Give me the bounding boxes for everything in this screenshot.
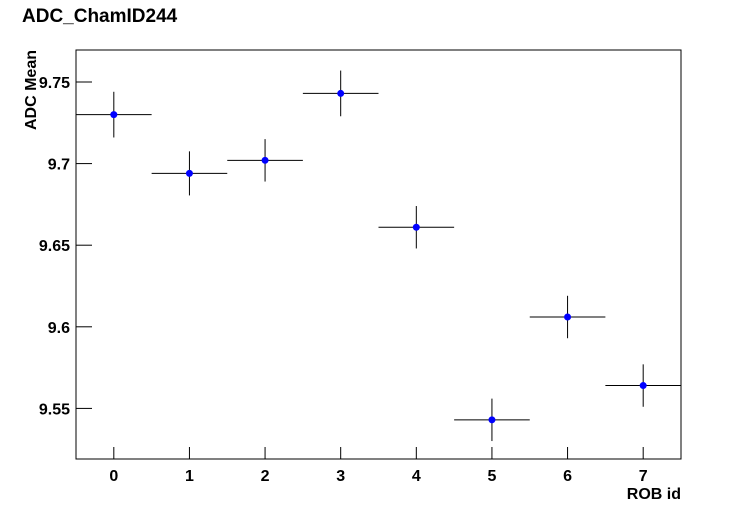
marker [261,156,269,164]
y-axis-label: ADC Mean [23,50,40,130]
y-tick-label: 9.65 [39,238,70,255]
marker [639,382,647,390]
x-axis-label: ROB id [627,486,681,503]
x-tick-label: 7 [639,468,648,485]
y-tick-label: 9.75 [39,75,70,92]
y-tick-label: 9.7 [48,157,70,174]
marker [337,89,345,97]
x-tick-label: 6 [563,468,572,485]
marker [412,223,420,231]
x-tick-label: 3 [336,468,345,485]
marker [110,111,118,119]
chart-title: ADC_ChamID244 [22,6,178,27]
marker [488,416,496,424]
y-tick-label: 9.55 [39,401,70,418]
x-tick-label: 0 [109,468,118,485]
marker [564,313,572,321]
frame [75,49,682,460]
x-tick-label: 1 [185,468,194,485]
x-tick-label: 5 [487,468,496,485]
marker [185,169,193,177]
x-tick-label: 4 [412,468,421,485]
y-tick-label: 9.6 [48,320,70,337]
x-tick-label: 2 [261,468,270,485]
